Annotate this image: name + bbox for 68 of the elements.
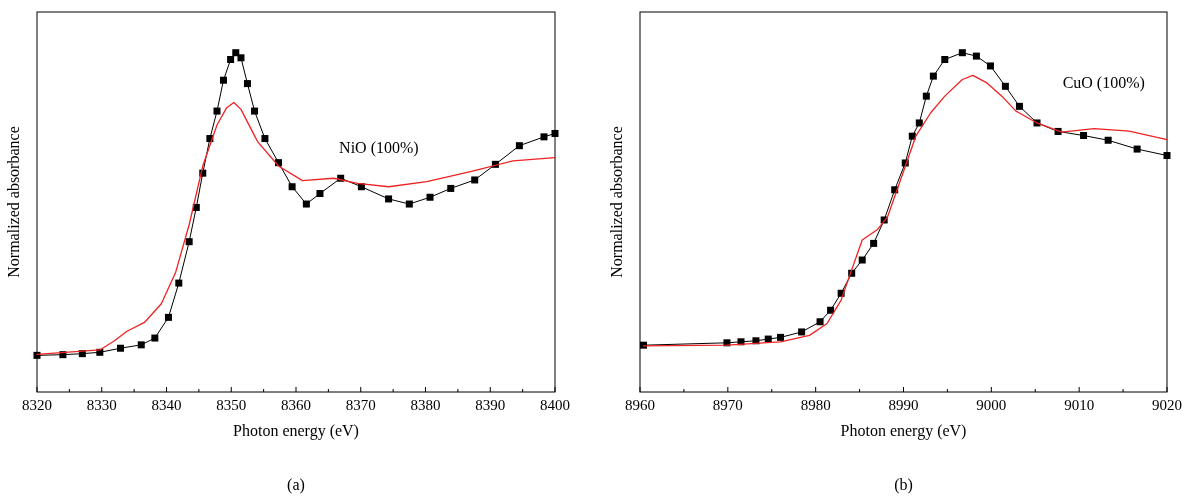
point <box>175 279 183 287</box>
point <box>972 52 980 60</box>
point <box>213 107 221 115</box>
point <box>870 239 878 247</box>
point <box>471 176 479 184</box>
point <box>515 142 523 150</box>
x-tick-label: 9000 <box>976 397 1007 413</box>
text: (b) <box>894 476 913 494</box>
annotation: CuO (100%) <box>1062 74 1145 92</box>
text: (a) <box>287 476 305 494</box>
point <box>151 334 159 342</box>
point <box>447 184 455 192</box>
point <box>185 238 193 246</box>
point <box>986 62 994 70</box>
x-tick-label: 8320 <box>22 397 52 413</box>
point <box>261 135 269 143</box>
point <box>1133 145 1141 153</box>
point <box>827 306 835 314</box>
x-tick-label: 9010 <box>1064 397 1095 413</box>
x-tick-label: 8990 <box>888 397 919 413</box>
point <box>1163 152 1171 160</box>
point <box>915 119 923 127</box>
point <box>251 107 259 115</box>
point <box>288 183 296 191</box>
point <box>551 129 559 137</box>
annotation: NiO (100%) <box>339 138 419 157</box>
point <box>858 256 866 264</box>
x-tick-label: 8400 <box>540 397 570 413</box>
point <box>237 54 245 62</box>
x-tick-label: 8970 <box>712 397 743 413</box>
x-tick-label: 8370 <box>345 397 376 413</box>
point <box>1080 132 1088 139</box>
point <box>117 344 125 352</box>
x-tick-label: 8340 <box>151 397 182 413</box>
point <box>922 92 930 100</box>
point <box>164 313 172 321</box>
point <box>777 333 785 341</box>
point <box>929 72 937 80</box>
point <box>243 80 251 88</box>
x-axis-title: Photon energy (eV) <box>840 422 967 440</box>
x-tick-label: 8380 <box>410 397 441 413</box>
point <box>958 49 966 57</box>
x-tick-label: 9020 <box>1152 397 1182 413</box>
point <box>816 318 824 326</box>
x-tick-label: 8350 <box>216 397 247 413</box>
point <box>219 76 227 84</box>
y-axis-title: Normalized absorbance <box>608 126 625 278</box>
point <box>798 328 806 336</box>
point <box>227 56 235 63</box>
point <box>137 341 145 349</box>
point <box>1104 136 1112 144</box>
point <box>385 195 393 203</box>
point <box>316 190 324 198</box>
x-tick-label: 8390 <box>475 397 506 413</box>
point <box>1001 82 1009 90</box>
point <box>405 200 413 208</box>
point <box>1015 102 1023 110</box>
x-tick-label: 8330 <box>86 397 117 413</box>
x-tick-label: 8360 <box>281 397 311 413</box>
point <box>540 133 548 141</box>
point <box>302 200 310 208</box>
x-tick-label: 8960 <box>625 397 655 413</box>
x-axis-title: Photon energy (eV) <box>233 422 359 440</box>
point <box>232 49 240 57</box>
point <box>941 56 949 63</box>
y-axis-title: Normalized absorbance <box>5 126 22 278</box>
point <box>426 193 434 201</box>
x-tick-label: 8980 <box>800 397 831 413</box>
